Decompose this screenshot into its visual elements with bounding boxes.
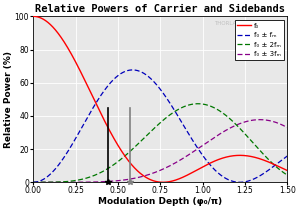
Y-axis label: Relative Power (%): Relative Power (%) [4, 51, 13, 148]
Legend: f₀, f₀ ± fₘ, f₀ ± 2fₘ, f₀ ± 3fₘ: f₀, f₀ ± fₘ, f₀ ± 2fₘ, f₀ ± 3fₘ [235, 20, 284, 60]
Text: THORLABS: THORLABS [214, 21, 243, 26]
Title: Relative Powers of Carrier and Sidebands: Relative Powers of Carrier and Sidebands [35, 4, 285, 14]
X-axis label: Modulation Depth (φ₀/π): Modulation Depth (φ₀/π) [98, 197, 222, 206]
